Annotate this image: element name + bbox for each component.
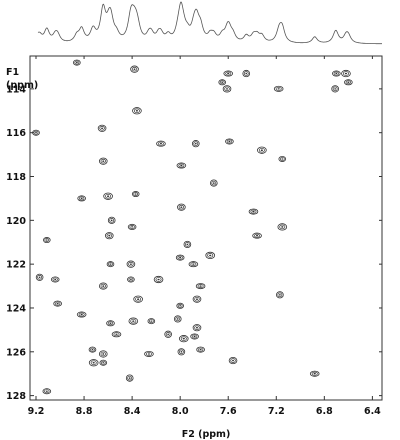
peak-marker	[242, 69, 251, 78]
peak-marker	[131, 191, 140, 198]
peak-marker	[111, 331, 122, 338]
peak-marker	[103, 192, 113, 200]
peak-marker	[332, 70, 341, 77]
peak-marker	[127, 223, 137, 230]
peak-marker	[273, 85, 284, 92]
axis-ticks-group: 9.2 8.8 8.4 8.0 7.6 7.2 6.8 6.4 114 116 118 120 122 1…	[6, 56, 382, 417]
peak-marker	[341, 69, 351, 78]
peak-marker	[125, 374, 134, 382]
peak-marker	[106, 320, 115, 327]
peak-marker	[225, 138, 234, 145]
peak-marker	[98, 157, 108, 165]
x-tick-label: 8.4	[124, 406, 141, 417]
peak-marker	[309, 370, 320, 377]
x-tick-label: 6.4	[364, 406, 381, 417]
peak-marker	[175, 254, 185, 261]
y-axis-title-line2: (ppm)	[6, 80, 38, 91]
y-tick-label: 126	[6, 347, 26, 358]
peak-marker	[132, 107, 142, 115]
peak-marker	[106, 261, 115, 268]
x-tick-label: 9.2	[28, 406, 45, 417]
peak-marker	[73, 59, 81, 66]
peak-marker	[252, 232, 262, 239]
peak-marker	[218, 79, 227, 86]
peak-marker	[164, 330, 172, 338]
y-tick-label: 128	[6, 391, 26, 402]
peak-marker	[156, 140, 166, 147]
projection-trace	[37, 1, 382, 45]
peak-marker	[191, 140, 200, 148]
peak-marker	[144, 350, 154, 357]
x-tick-label: 7.2	[268, 406, 285, 417]
peaks-group	[32, 59, 353, 395]
x-axis-title: F2 (ppm)	[182, 429, 231, 440]
peak-marker	[188, 261, 199, 268]
peak-marker	[88, 359, 99, 367]
peak-marker	[147, 318, 156, 325]
peak-marker	[331, 85, 339, 93]
peak-marker	[76, 311, 87, 318]
y-tick-label: 122	[6, 260, 26, 271]
peak-marker	[177, 203, 186, 211]
peak-marker	[276, 291, 284, 299]
y-tick-label: 120	[6, 216, 26, 227]
projection-trace-group	[37, 1, 382, 45]
y-tick-label: 118	[6, 172, 26, 183]
peak-marker	[195, 283, 206, 290]
peak-marker	[196, 346, 205, 353]
x-tick-label: 6.8	[316, 406, 333, 417]
x-tick-label: 8.8	[76, 406, 93, 417]
peak-marker	[278, 155, 287, 162]
x-tick-label: 7.6	[220, 406, 237, 417]
y-axis-title-line1: F1	[6, 67, 19, 78]
peak-marker	[192, 324, 202, 332]
peak-marker	[222, 85, 232, 93]
peak-marker	[176, 302, 184, 309]
peak-marker	[130, 65, 139, 73]
peak-marker	[210, 179, 218, 187]
peak-marker	[99, 359, 108, 366]
peak-marker	[133, 295, 143, 303]
peak-marker	[248, 208, 259, 215]
peak-marker	[192, 295, 202, 303]
y-tick-label: 124	[6, 303, 26, 314]
plot-frame	[29, 55, 383, 401]
peak-marker	[128, 317, 139, 325]
peak-marker	[107, 216, 116, 224]
peak-marker	[173, 315, 182, 323]
peak-marker	[178, 335, 189, 343]
peak-marker	[97, 124, 107, 132]
peak-marker	[104, 232, 114, 240]
peak-marker	[344, 79, 353, 86]
peak-marker	[183, 240, 192, 249]
y-tick-label: 114	[6, 84, 26, 95]
peak-marker	[153, 275, 164, 284]
peak-marker	[50, 276, 60, 283]
peak-marker	[127, 276, 135, 283]
peak-marker	[77, 195, 86, 202]
peak-marker	[35, 273, 44, 281]
peak-marker	[126, 260, 136, 268]
peak-marker	[176, 162, 187, 169]
peak-marker	[190, 333, 199, 340]
peak-marker	[228, 356, 238, 365]
peak-marker	[43, 237, 51, 244]
peak-marker	[223, 70, 234, 77]
peak-marker	[257, 146, 267, 154]
peak-marker	[177, 348, 186, 356]
y-tick-label: 116	[6, 128, 26, 139]
peak-marker	[42, 388, 52, 395]
peak-marker	[53, 300, 62, 307]
peak-marker	[98, 282, 108, 290]
x-tick-label: 8.0	[172, 406, 189, 417]
peak-marker	[277, 223, 288, 231]
peak-marker	[98, 350, 108, 358]
peak-marker	[88, 346, 97, 353]
peak-marker	[205, 251, 216, 259]
